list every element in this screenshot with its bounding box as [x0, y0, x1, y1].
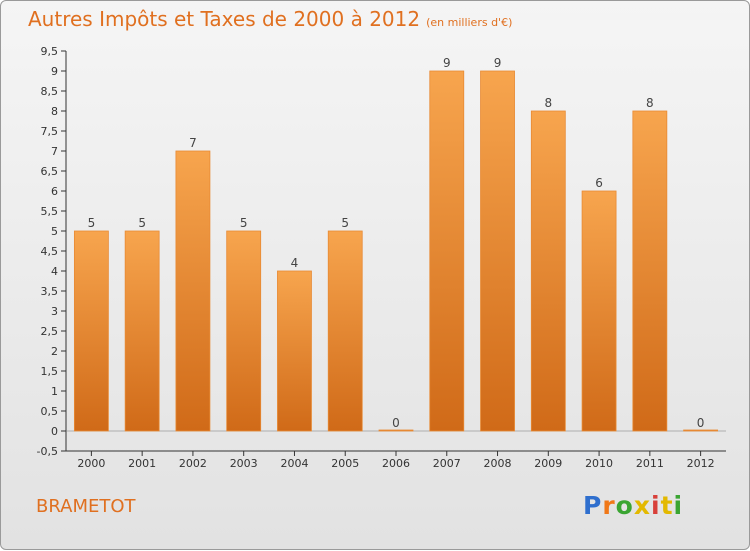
- y-tick-label: 4: [51, 265, 58, 278]
- logo-letter: i: [673, 491, 684, 520]
- bar: [480, 70, 515, 432]
- x-tick-label: 2003: [230, 457, 258, 470]
- bar: [175, 150, 211, 432]
- y-tick-label: 7,5: [41, 125, 59, 138]
- x-tick-label: 2000: [77, 457, 105, 470]
- chart-title-text: Autres Impôts et Taxes de 2000 à 2012: [28, 7, 421, 31]
- value-label: 5: [341, 216, 349, 230]
- bar: [277, 270, 312, 432]
- logo-letter: P: [583, 491, 603, 520]
- bar: [327, 230, 363, 432]
- y-tick-label: 1,5: [41, 365, 59, 378]
- value-label: 5: [240, 216, 248, 230]
- value-labels: 5 5 7 5 4 5 0 9 9 8 6 8 0: [88, 56, 705, 430]
- y-tick-label: 5,5: [41, 205, 59, 218]
- x-tick-label: 2012: [687, 457, 715, 470]
- y-tick-label: 8,5: [41, 85, 59, 98]
- logo-letter: x: [633, 491, 651, 520]
- proxiti-logo: Proxiti: [583, 491, 683, 520]
- value-label: 8: [646, 96, 654, 110]
- x-tick-label: 2007: [433, 457, 461, 470]
- x-tick-label: 2008: [484, 457, 512, 470]
- bar: [226, 230, 262, 432]
- bar: [124, 230, 160, 432]
- bar: [378, 429, 414, 432]
- y-tick-label: 7: [51, 145, 58, 158]
- logo-letter: i: [651, 491, 661, 520]
- chart-subtitle: (en milliers d'€): [426, 16, 513, 29]
- value-label: 9: [494, 56, 502, 70]
- y-tick-label: -0,5: [37, 445, 58, 458]
- bar: [683, 429, 719, 432]
- commune-name: BRAMETOT: [36, 496, 136, 517]
- bar: [581, 190, 617, 432]
- value-label: 5: [138, 216, 146, 230]
- y-tick-label: 3: [51, 305, 58, 318]
- y-tick-label: 6,5: [41, 165, 59, 178]
- value-label: 6: [595, 176, 603, 190]
- y-tick-label: 3,5: [41, 285, 59, 298]
- y-tick-label: 2,5: [41, 325, 59, 338]
- x-tick-label: 2004: [280, 457, 308, 470]
- bar: [632, 110, 668, 432]
- x-tick-label: 2005: [331, 457, 359, 470]
- logo-letter: r: [602, 491, 616, 520]
- x-tick-label: 2011: [636, 457, 664, 470]
- y-axis-ticks: -0,5 0 0,5 1 1,5 2 2,5 3 3,5 4 4,5 5 5,5 6 6,5 7 7,5 8 8,5…: [37, 45, 66, 458]
- value-label: 4: [291, 256, 299, 270]
- value-label: 0: [697, 416, 705, 430]
- y-tick-label: 5: [51, 225, 58, 238]
- logo-letter: t: [660, 491, 674, 520]
- x-tick-label: 2006: [382, 457, 410, 470]
- value-label: 0: [392, 416, 400, 430]
- value-label: 8: [544, 96, 552, 110]
- value-label: 9: [443, 56, 451, 70]
- bar-series: [73, 70, 719, 432]
- y-tick-label: 8: [51, 105, 58, 118]
- x-tick-label: 2001: [128, 457, 156, 470]
- bar: [429, 70, 465, 432]
- y-tick-label: 6: [51, 185, 58, 198]
- bar: [530, 110, 566, 432]
- x-tick-label: 2009: [534, 457, 562, 470]
- y-tick-label: 0: [51, 425, 58, 438]
- x-tick-label: 2010: [585, 457, 613, 470]
- logo-letter: o: [615, 491, 634, 520]
- y-tick-label: 2: [51, 345, 58, 358]
- chart-axes: [65, 51, 726, 452]
- y-tick-label: 9,5: [41, 45, 59, 58]
- x-axis-ticks: 2000 2001 2002 2003 2004 2005 2006 2007 2008 2009…: [77, 451, 715, 470]
- y-tick-label: 1: [51, 385, 58, 398]
- bar: [73, 230, 109, 432]
- value-label: 5: [88, 216, 96, 230]
- y-tick-label: 0,5: [41, 405, 59, 418]
- chart-title: Autres Impôts et Taxes de 2000 à 2012 (en…: [28, 7, 512, 31]
- y-tick-label: 9: [51, 65, 58, 78]
- y-tick-label: 4,5: [41, 245, 59, 258]
- value-label: 7: [189, 136, 197, 150]
- x-tick-label: 2002: [179, 457, 207, 470]
